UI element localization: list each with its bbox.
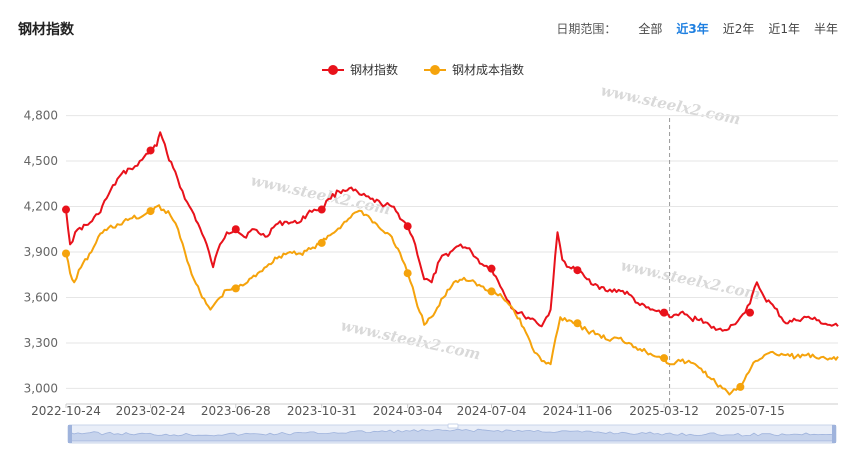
x-tick-label: 2024-03-04: [373, 404, 443, 418]
zoom-handle-left: [68, 425, 72, 443]
x-tick-label: 2023-10-31: [287, 404, 357, 418]
series-marker-1: [660, 354, 669, 363]
page-title: 钢材指数: [18, 22, 74, 38]
watermark-text: www.steelx2.com: [599, 81, 742, 128]
watermark-text: www.steelx2.com: [339, 316, 482, 363]
series-layer: [65, 131, 839, 396]
series-marker-0: [231, 225, 240, 234]
zoom-handle-right: [832, 425, 836, 443]
series-marker-0: [573, 266, 582, 275]
chart-legend: 钢材指数 钢材成本指数: [0, 61, 846, 78]
range-option-6m[interactable]: 半年: [813, 22, 838, 36]
series-marker-0: [62, 205, 70, 214]
series-marker-1: [487, 287, 496, 296]
series-marker-0: [146, 146, 155, 155]
series-marker-1: [231, 284, 240, 293]
zoom-grip: [447, 423, 459, 429]
y-tick-label: 4,200: [24, 200, 58, 214]
x-tick-label: 2022-10-24: [31, 404, 101, 418]
legend-item-steel-index[interactable]: 钢材指数: [321, 61, 398, 78]
x-tick-label: 2025-03-12: [629, 404, 699, 418]
series-marker-0: [660, 308, 669, 317]
legend-label-cost-index: 钢材成本指数: [452, 63, 525, 77]
date-range-label: 日期范围：: [556, 22, 617, 36]
x-tick-label: 2023-02-24: [116, 404, 186, 418]
legend-label-steel-index: 钢材指数: [349, 63, 398, 77]
series-marker-1: [573, 319, 582, 328]
range-option-all[interactable]: 全部: [638, 22, 663, 36]
range-option-2y[interactable]: 近2年: [722, 22, 755, 36]
series-line-0: [65, 131, 839, 332]
y-tick-label: 4,800: [24, 109, 58, 123]
x-tick-label: 2024-07-04: [457, 404, 527, 418]
range-option-3y[interactable]: 近3年: [676, 22, 709, 36]
watermark-layer: www.steelx2.com www.steelx2.com www.steelx…: [249, 81, 762, 363]
x-tick-label: 2023-06-28: [201, 404, 271, 418]
date-range-selector: 日期范围： 全部 近3年 近2年 近1年 半年: [556, 20, 838, 37]
x-tick-label: 2025-07-15: [715, 404, 785, 418]
series-marker-1: [736, 382, 745, 391]
y-tick-label: 4,500: [24, 154, 58, 168]
series-marker-0: [746, 308, 755, 317]
y-tick-label: 3,900: [24, 245, 58, 259]
y-tick-label: 3,300: [24, 336, 58, 350]
zoom-slider[interactable]: [67, 423, 837, 444]
y-tick-label: 3,600: [24, 290, 58, 304]
axis-layer: 3,000 3,300 3,600 3,900 4,200 4,500 4,800 2022-…: [24, 109, 838, 418]
zoom-preview-area: [69, 428, 835, 442]
legend-item-cost-index[interactable]: 钢材成本指数: [424, 61, 524, 78]
legend-symbol-cost-index: [424, 64, 446, 76]
range-option-1y[interactable]: 近1年: [768, 22, 800, 36]
series-line-1: [65, 204, 839, 396]
series-marker-1: [317, 238, 326, 247]
watermark-text: www.steelx2.com: [619, 256, 762, 303]
y-tick-label: 3,000: [24, 381, 58, 395]
series-marker-1: [146, 207, 155, 216]
x-tick-label: 2024-11-06: [543, 404, 613, 418]
series-marker-0: [403, 222, 412, 231]
marker-layer: [62, 146, 755, 391]
series-marker-1: [403, 269, 412, 278]
series-marker-0: [487, 264, 496, 273]
legend-symbol-steel-index: [321, 64, 344, 76]
series-marker-0: [317, 205, 326, 214]
series-marker-1: [62, 249, 70, 258]
